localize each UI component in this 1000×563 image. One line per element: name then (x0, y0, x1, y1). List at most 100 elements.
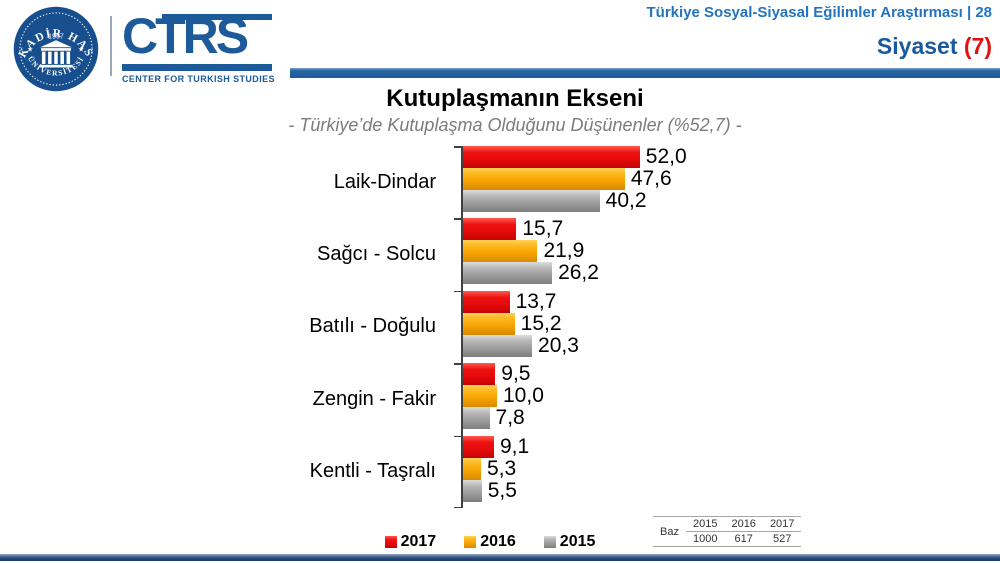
base-table-year: 2016 (724, 516, 763, 532)
value-label: 9,5 (501, 362, 531, 386)
value-label: 26,2 (558, 261, 599, 285)
bar-row: 10,0 (463, 384, 544, 408)
category-bars: 9,1 5,3 5,5 (450, 434, 530, 508)
axis-tick (454, 435, 461, 438)
legend-swatch-2017 (384, 536, 397, 548)
bar-row: 21,9 (463, 239, 599, 263)
legend-item-2015: 2015 (543, 533, 596, 551)
value-label: 47,6 (630, 167, 672, 190)
axis-tick (454, 218, 461, 220)
value-label: 13,7 (515, 289, 557, 313)
axis-tick (454, 506, 461, 508)
category-bars: 15,7 21,9 26,2 (450, 218, 599, 290)
bar-chart: Laik-Dindar 52,0 47,6 40,2 Sağcı - Solcu 1… (250, 146, 810, 508)
value-label: 52,0 (645, 145, 687, 168)
category-label: Sağcı - Solcu (317, 243, 436, 266)
bar-2017 (463, 290, 510, 313)
header-divider-bar (290, 68, 1000, 78)
chart-axis-ticks (454, 146, 461, 508)
legend-label-2015: 2015 (559, 533, 596, 550)
bar-2016 (463, 457, 482, 480)
value-label: 15,2 (520, 311, 562, 335)
section-label: Siyaset (876, 33, 958, 59)
seal-star-left: ★ (27, 46, 33, 54)
base-table-value: 617 (724, 531, 763, 547)
section-number: (7) (963, 33, 992, 59)
footer-divider-bar (0, 554, 1000, 561)
bar-row: 40,2 (463, 190, 687, 212)
chart-title: Kutuplaşmanın Ekseni (386, 85, 644, 112)
bar-2015 (463, 479, 482, 502)
seal-building-glyph (40, 40, 72, 68)
bar-row: 13,7 (463, 289, 579, 313)
category-label: Zengin - Fakir (312, 387, 436, 410)
bar-2015 (463, 334, 533, 357)
base-table-year: 2015 (685, 516, 725, 532)
bar-row: 7,8 (463, 407, 544, 430)
bar-row: 52,0 (463, 146, 687, 168)
seal-year: 1997 (48, 33, 64, 40)
study-title: Türkiye Sosyal-Siyasal Eğilimler Araştır… (646, 4, 992, 21)
category-bars: 9,5 10,0 7,8 (450, 363, 544, 435)
category-bars: 13,7 15,2 20,3 (450, 289, 579, 363)
base-size-table: Baz 2015 2016 2017 1000 617 527 (653, 516, 802, 547)
axis-tick (454, 290, 461, 293)
legend-item-2017: 2017 (384, 533, 437, 551)
bar-row: 20,3 (463, 333, 579, 357)
bar-row: 9,1 (463, 434, 530, 458)
kadir-has-seal-logo: KADİR HAS ÜNİVERSİTESİ 1997 ★ ★ (13, 6, 99, 92)
bar-2017 (463, 146, 640, 168)
chart-group: Sağcı - Solcu 15,7 21,9 26,2 (250, 218, 810, 290)
bar-2016 (463, 168, 625, 190)
bar-2016 (463, 240, 538, 263)
category-label: Laik-Dindar (333, 170, 436, 193)
axis-tick (454, 363, 461, 365)
chart-legend: 2017 2016 2015 (250, 533, 730, 551)
bar-2015 (463, 262, 553, 285)
ctrs-logo-underline (122, 64, 272, 71)
value-label: 20,3 (538, 333, 579, 357)
ctrs-logo-top-bar (162, 14, 272, 20)
chart-axis-line (461, 146, 463, 508)
bar-row: 47,6 (463, 168, 687, 190)
bar-2017 (463, 435, 494, 458)
value-label: 9,1 (499, 434, 530, 458)
logo-separator (110, 16, 112, 76)
legend-swatch-2016 (464, 536, 477, 548)
chart-group: Laik-Dindar 52,0 47,6 40,2 (250, 146, 810, 218)
legend-label-2017: 2017 (400, 533, 437, 550)
chart-subtitle: - Türkiye’de Kutuplaşma Olduğunu Düşünen… (288, 115, 742, 135)
base-table-value: 1000 (685, 531, 725, 547)
bar-2015 (463, 190, 600, 212)
category-label: Kentli - Taşralı (309, 460, 436, 483)
value-label: 10,0 (503, 384, 544, 408)
legend-item-2016: 2016 (464, 533, 516, 551)
base-table-value: 527 (762, 531, 802, 547)
ctrs-logo: CTRS CENTER FOR TURKISH STUDIES (122, 8, 275, 84)
bar-row: 5,5 (463, 478, 529, 502)
bar-row: 15,7 (463, 217, 599, 241)
bar-2015 (463, 407, 490, 430)
chart-group: Zengin - Fakir 9,5 10,0 7,8 (250, 363, 810, 435)
section-title: Siyaset (7) (877, 33, 992, 60)
value-label: 15,7 (522, 217, 564, 241)
value-label: 5,5 (487, 478, 517, 502)
base-table-label: Baz (653, 516, 686, 547)
axis-tick (454, 146, 461, 148)
bar-row: 9,5 (463, 362, 544, 386)
legend-swatch-2015 (543, 536, 556, 548)
bar-row: 5,3 (463, 456, 529, 480)
chart-group: Batılı - Doğulu 13,7 15,2 20,3 (250, 289, 810, 363)
bar-2017 (463, 363, 496, 386)
value-label: 5,3 (487, 456, 517, 480)
bar-2016 (463, 385, 497, 408)
chart-group: Kentli - Taşralı 9,1 5,3 5,5 (250, 434, 810, 508)
ctrs-caption: CENTER FOR TURKISH STUDIES (122, 74, 275, 84)
bar-row: 26,2 (463, 261, 599, 285)
category-bars: 52,0 47,6 40,2 (450, 146, 687, 218)
bar-row: 15,2 (463, 311, 579, 335)
base-table-year: 2017 (762, 516, 802, 532)
value-label: 21,9 (543, 239, 585, 263)
value-label: 40,2 (605, 189, 647, 212)
